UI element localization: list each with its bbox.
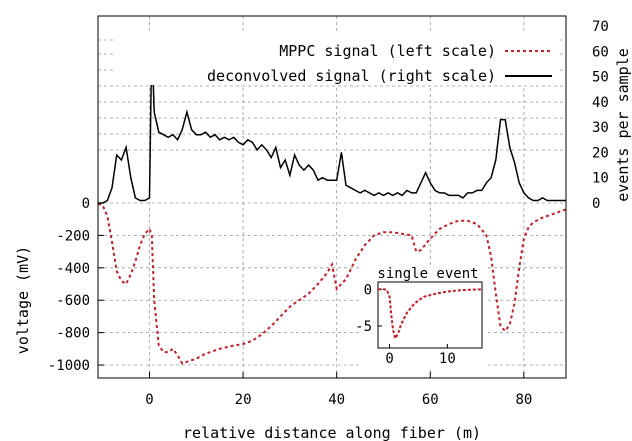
inset-series (378, 288, 483, 342)
x-tick-label: 40 (328, 392, 345, 408)
series-line-deconvolved (98, 38, 566, 204)
inset-x-tick-label: 0 (385, 351, 393, 367)
legend-label-mppc: MPPC signal (left scale) (279, 42, 496, 60)
y-tick-label-right: 60 (592, 44, 609, 60)
y-tick-label-right: 0 (592, 196, 600, 212)
inset-background (360, 266, 488, 368)
inset-y-tick-label: 0 (364, 282, 372, 298)
plot-frame (97, 15, 567, 379)
x-axis-label: relative distance along fiber (m) (183, 424, 481, 441)
inset-title: single event (377, 266, 478, 282)
legend: MPPC signal (left scale) deconvolved sig… (116, 33, 560, 85)
inset-frame (377, 281, 483, 349)
series-line-mppc (97, 202, 567, 365)
y-tick-label-left: 0 (82, 196, 90, 212)
inset-ticks: 0 10 0 -5 (355, 282, 456, 367)
y-tick-label-right: 40 (592, 95, 609, 111)
y-tick-label-left: -200 (56, 228, 90, 244)
y-tick-label-left: -400 (56, 261, 90, 277)
legend-label-deconvolved: deconvolved signal (right scale) (207, 67, 496, 85)
y-tick-label-left: -600 (56, 293, 90, 309)
y-tick-label-right: 70 (592, 19, 609, 35)
y-tick-label-right: 50 (592, 70, 609, 86)
y-tick-label-left: -1000 (48, 358, 90, 374)
inset-plot: single event 0 10 0 -5 (355, 266, 488, 368)
y-tick-label-right: 30 (592, 120, 609, 136)
y-axis-label-right: events per sample (614, 48, 632, 202)
tick-layer: 0 20 40 60 80 0 -200 -400 -600 -800 -1000 0 10 20 30 40… (48, 19, 609, 408)
x-tick-label: 60 (422, 392, 439, 408)
inset-y-tick-label: -5 (355, 319, 372, 335)
y-axis-label-left: voltage (mV) (14, 246, 32, 354)
inset-series-line (378, 288, 483, 342)
x-tick-label: 0 (145, 392, 153, 408)
y-tick-label-right: 10 (592, 171, 609, 187)
y-tick-label-right: 20 (592, 145, 609, 161)
x-tick-label: 80 (515, 392, 532, 408)
series-layer (97, 38, 567, 365)
y-tick-label-left: -800 (56, 326, 90, 342)
inset-x-tick-label: 10 (439, 351, 456, 367)
legend-background (116, 33, 560, 85)
x-tick-label: 20 (235, 392, 252, 408)
